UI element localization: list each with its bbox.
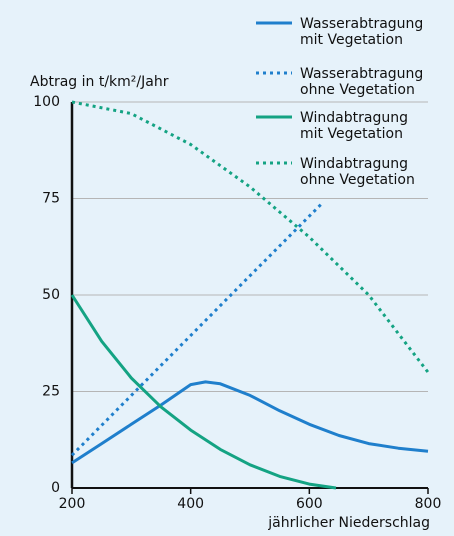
series-line <box>70 201 325 457</box>
legend-label: Wasserabtragung ohne Vegetation <box>300 66 424 98</box>
series-line <box>71 380 429 465</box>
y-tick-label: 25 <box>42 384 60 400</box>
legend-label: Windabtragung mit Vegetation <box>300 110 408 142</box>
x-tick-label: 600 <box>296 496 323 512</box>
x-axis-label: jährlicher Niederschlag <box>267 515 430 531</box>
x-tick-label: 400 <box>177 496 204 512</box>
series-line <box>71 100 430 374</box>
y-tick-label: 75 <box>42 191 60 207</box>
y-axis-label: Abtrag in t/km²/Jahr <box>30 74 169 90</box>
x-tick-label: 200 <box>59 496 86 512</box>
x-tick-label: 800 <box>415 496 442 512</box>
legend-label: Wasserabtragung mit Vegetation <box>300 16 424 48</box>
y-tick-label: 50 <box>42 287 60 303</box>
series-line <box>70 294 337 490</box>
legend-label: Windabtragung ohne Vegetation <box>300 156 415 188</box>
y-tick-label: 0 <box>51 480 60 496</box>
y-tick-label: 100 <box>33 94 60 110</box>
